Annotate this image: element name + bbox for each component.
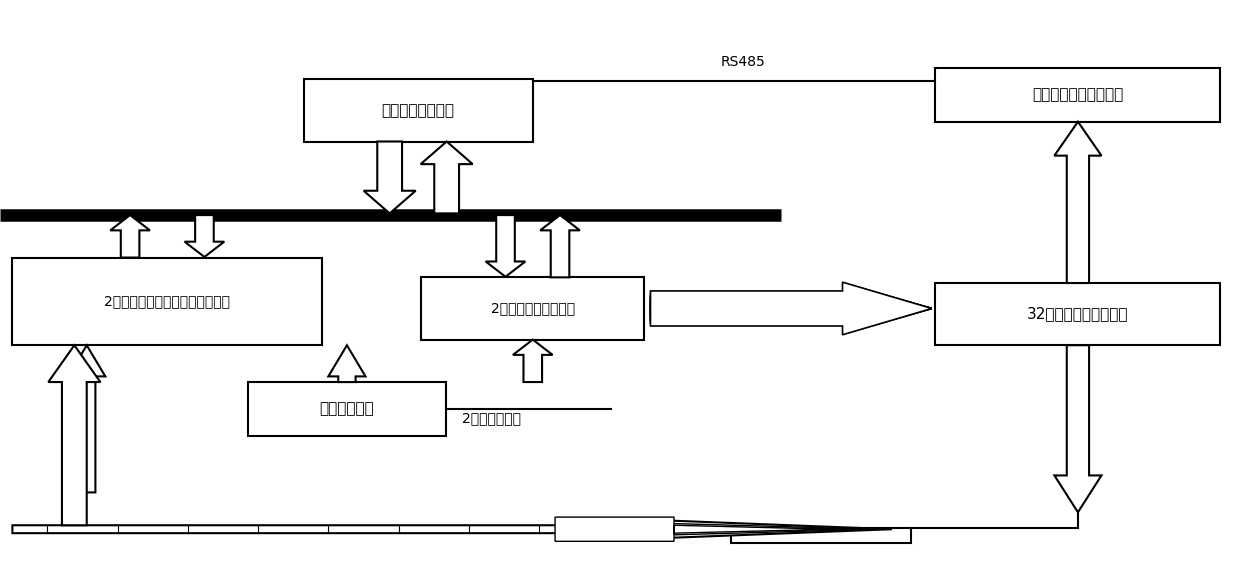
Polygon shape xyxy=(600,521,862,537)
Polygon shape xyxy=(577,519,847,539)
Text: RS485: RS485 xyxy=(721,55,766,69)
Polygon shape xyxy=(68,345,105,492)
Polygon shape xyxy=(650,282,932,335)
Bar xyxy=(304,79,533,142)
Polygon shape xyxy=(12,520,892,539)
Bar xyxy=(421,277,644,340)
Bar xyxy=(12,258,322,345)
Polygon shape xyxy=(364,142,416,213)
Polygon shape xyxy=(185,215,224,257)
Polygon shape xyxy=(650,292,932,325)
Polygon shape xyxy=(1054,345,1101,512)
Text: 2组超级电容充电模块: 2组超级电容充电模块 xyxy=(491,302,575,315)
Polygon shape xyxy=(650,286,932,331)
Bar xyxy=(731,528,911,543)
Bar xyxy=(935,68,1220,122)
Polygon shape xyxy=(328,345,366,382)
Polygon shape xyxy=(48,345,100,525)
Bar xyxy=(248,382,446,436)
Text: 输入电源模块: 输入电源模块 xyxy=(320,401,374,417)
Text: 2路交直流电源: 2路交直流电源 xyxy=(462,411,522,424)
Bar xyxy=(935,283,1220,345)
Text: 2组多电源输入的直流电源逆变器: 2组多电源输入的直流电源逆变器 xyxy=(104,294,230,308)
Text: 32组超级电容并联模块: 32组超级电容并联模块 xyxy=(1027,307,1129,321)
Polygon shape xyxy=(622,523,877,535)
Text: 超级电容在线监测模块: 超级电容在线监测模块 xyxy=(1032,87,1124,102)
Polygon shape xyxy=(513,340,553,382)
Polygon shape xyxy=(421,142,473,213)
Polygon shape xyxy=(650,295,932,321)
Polygon shape xyxy=(650,289,932,328)
Polygon shape xyxy=(1054,122,1101,283)
Polygon shape xyxy=(555,517,833,541)
Polygon shape xyxy=(110,215,150,258)
Text: 中央处理控制模块: 中央处理控制模块 xyxy=(382,103,455,118)
Polygon shape xyxy=(540,215,580,277)
Polygon shape xyxy=(486,215,525,277)
